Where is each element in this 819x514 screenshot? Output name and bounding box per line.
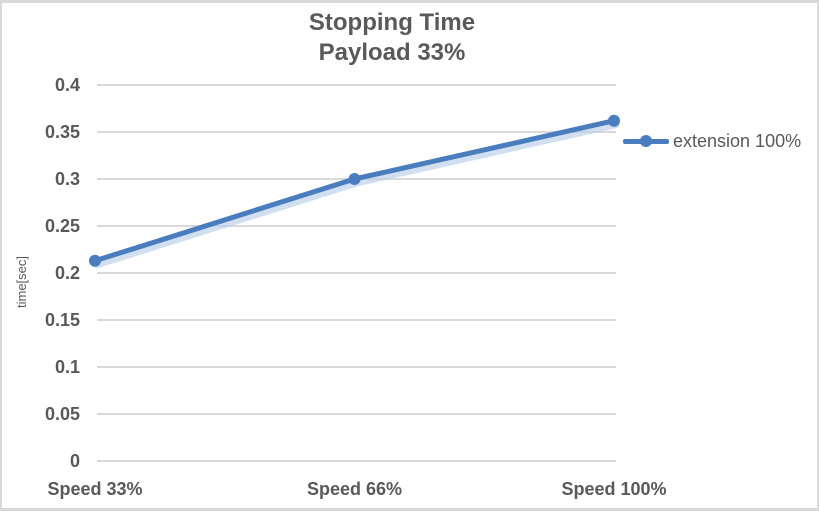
y-tick-label: 0.15 [45,310,80,330]
y-tick-label: 0.35 [45,122,80,142]
legend-label: extension 100% [673,130,802,151]
x-category-label: Speed 100% [561,479,666,499]
y-tick-label: 0.1 [55,357,80,377]
chart-title-line2: Payload 33% [318,39,466,66]
chart-title-line1: Stopping Time [308,9,476,36]
data-point-marker [89,254,101,267]
y-tick-label: 0.4 [55,75,80,95]
y-tick-label: 0.05 [45,404,80,424]
data-point-marker [608,114,620,127]
data-point-marker [348,173,361,185]
legend-line-marker-icon [623,135,669,147]
x-category-label: Speed 66% [307,479,402,499]
legend-dot-icon [640,135,652,147]
y-tick-label: 0 [70,451,80,471]
y-tick-label: 0.2 [55,263,80,283]
x-category-label: Speed 33% [47,479,142,499]
y-tick-label: 0.3 [55,169,80,189]
chart-title: Stopping Time Payload 33% [2,8,782,68]
series-shadow-line [93,121,620,269]
y-tick-label: 0.25 [45,216,80,236]
legend: extension 100% [623,130,801,152]
plot-area: 0 0.05 0.1 0.15 0.2 0.25 0.3 0.35 0.4 Speed 33% Sp… [45,75,667,499]
